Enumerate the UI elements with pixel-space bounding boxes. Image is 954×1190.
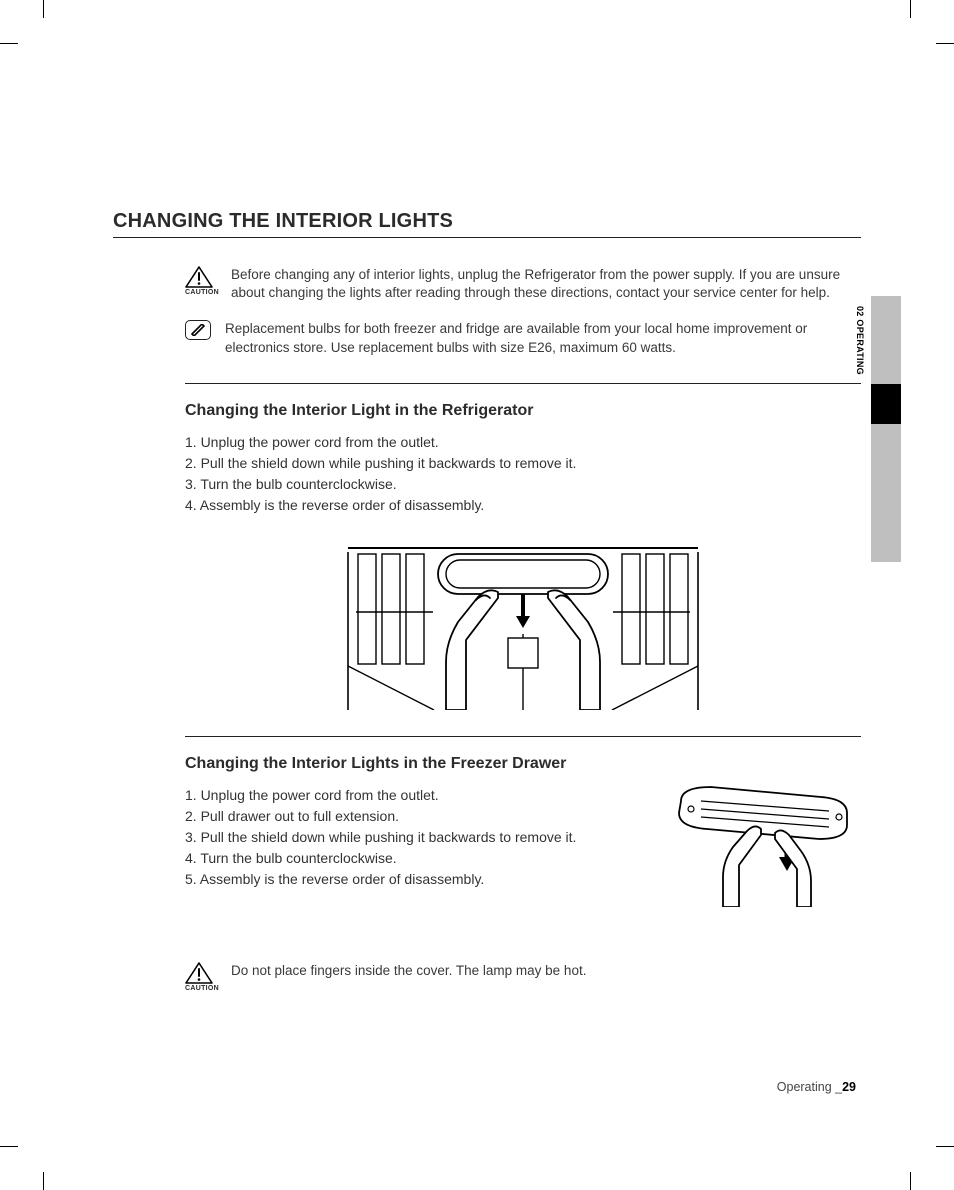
page-footer: Operating _29 <box>777 1080 856 1094</box>
step-item: 2. Pull the shield down while pushing it… <box>185 453 861 474</box>
note-icon <box>185 320 213 340</box>
page-title: CHANGING THE INTERIOR LIGHTS <box>113 210 861 238</box>
caution-callout: CAUTION Do not place fingers inside the … <box>185 962 841 992</box>
caution-callout: CAUTION Before changing any of interior … <box>185 266 841 302</box>
step-item: 3. Turn the bulb counterclockwise. <box>185 474 861 495</box>
footer-section: Operating _ <box>777 1080 842 1094</box>
crop-mark <box>910 0 911 18</box>
tab-segment <box>871 424 901 562</box>
section-freezer: Changing the Interior Lights in the Free… <box>185 736 861 992</box>
crop-mark <box>43 0 44 18</box>
section-heading: Changing the Interior Lights in the Free… <box>185 755 861 773</box>
crop-mark <box>936 43 954 44</box>
caution-label: CAUTION <box>185 289 219 296</box>
page-content: CHANGING THE INTERIOR LIGHTS CAUTION Bef… <box>113 210 861 1010</box>
section-refrigerator: Changing the Interior Light in the Refri… <box>185 383 861 710</box>
section-heading: Changing the Interior Light in the Refri… <box>185 402 861 420</box>
step-item: 3. Pull the shield down while pushing it… <box>185 827 635 848</box>
crop-mark <box>0 43 18 44</box>
caution-text: Do not place fingers inside the cover. T… <box>231 962 586 980</box>
side-tab: 02 OPERATING <box>871 296 901 562</box>
caution-text: Before changing any of interior lights, … <box>231 266 841 302</box>
page: 02 OPERATING CHANGING THE INTERIOR LIGHT… <box>0 0 954 1190</box>
step-item: 1. Unplug the power cord from the outlet… <box>185 432 861 453</box>
step-list: 1. Unplug the power cord from the outlet… <box>185 785 635 912</box>
illustration-freezer <box>661 785 861 912</box>
note-callout: Replacement bulbs for both freezer and f… <box>185 320 841 356</box>
step-list: 1. Unplug the power cord from the outlet… <box>185 432 861 516</box>
tab-segment <box>871 296 901 384</box>
tab-active-segment <box>871 384 901 424</box>
crop-mark <box>43 1172 44 1190</box>
caution-label: CAUTION <box>185 985 219 992</box>
caution-icon: CAUTION <box>185 962 219 992</box>
step-item: 4. Assembly is the reverse order of disa… <box>185 495 861 516</box>
illustration-refrigerator <box>185 542 861 710</box>
step-item: 5. Assembly is the reverse order of disa… <box>185 869 635 890</box>
step-item: 4. Turn the bulb counterclockwise. <box>185 848 635 869</box>
crop-mark <box>0 1146 18 1147</box>
crop-mark <box>936 1146 954 1147</box>
note-text: Replacement bulbs for both freezer and f… <box>225 320 841 356</box>
step-item: 1. Unplug the power cord from the outlet… <box>185 785 635 806</box>
page-number: 29 <box>842 1080 856 1094</box>
step-item: 2. Pull drawer out to full extension. <box>185 806 635 827</box>
crop-mark <box>910 1172 911 1190</box>
caution-icon: CAUTION <box>185 266 219 296</box>
